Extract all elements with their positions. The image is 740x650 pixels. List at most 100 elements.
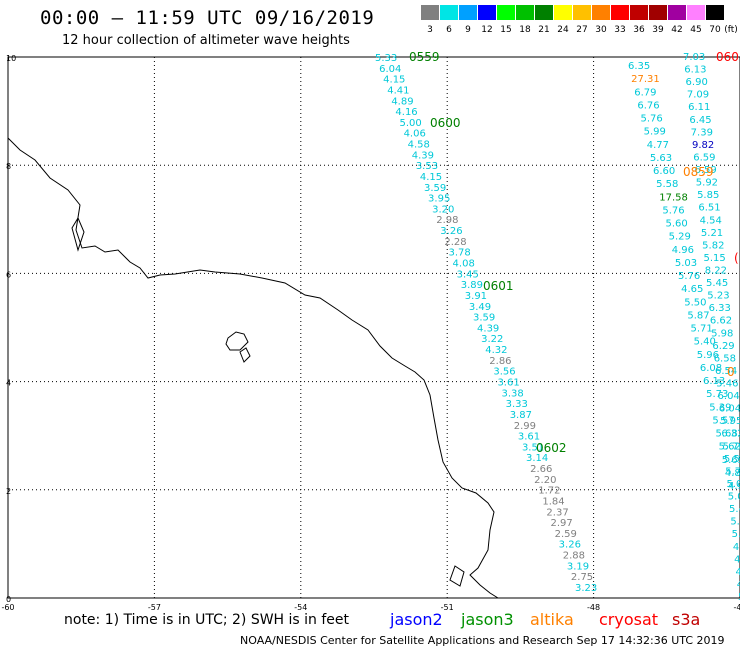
swh-value-track-c: 6.04	[719, 404, 740, 415]
river-mouth-outline	[71, 216, 85, 252]
swh-value-track-c: 7.09	[687, 90, 709, 101]
swh-value-track-c: 6.32	[721, 429, 740, 440]
x-tick-label: -48	[587, 603, 600, 612]
time-label-track-c: 060	[716, 50, 739, 64]
swh-value-track-a: 3.45	[457, 269, 479, 280]
swh-value-track-a: 3.19	[567, 561, 589, 572]
scale-label: 36	[633, 25, 645, 35]
swh-value-track-c: 5.85	[697, 190, 719, 201]
swh-value-track-a: 5.33	[375, 53, 397, 64]
swh-value-track-a: 4.89	[391, 96, 413, 107]
swh-value-track-c: 5.21	[701, 228, 723, 239]
swh-value-track-a: 3.38	[502, 388, 524, 399]
scale-label: 27	[576, 25, 588, 35]
map-subtitle: 12 hour collection of altimeter wave hei…	[62, 33, 350, 48]
swh-value-track-a: 2.59	[555, 529, 577, 540]
scale-label: 24	[557, 25, 569, 35]
swh-value-track-b: 5.87	[687, 310, 709, 321]
swh-value-track-c: 6.90	[686, 77, 708, 88]
swh-value-track-b: 4.90	[728, 481, 740, 492]
swh-value-track-c: 8.22	[705, 265, 727, 276]
swh-value-track-c: 6.04	[718, 391, 740, 402]
swh-value-track-c: 6.11	[688, 102, 710, 113]
scale-label: 42	[671, 25, 683, 35]
swh-value-track-c: 5.20	[732, 529, 740, 540]
swh-value-track-b: 5.76	[678, 271, 700, 282]
swh-value-track-a: 3.14	[526, 453, 548, 464]
swh-value-track-a: 3.59	[473, 313, 495, 324]
swh-value-track-c: 5.45	[706, 278, 728, 289]
swh-value-track-b: 6.79	[634, 87, 656, 98]
scale-label: 70	[709, 25, 721, 35]
swh-value-track-a: 4.16	[395, 107, 417, 118]
swh-value-track-b: 5.68	[716, 429, 738, 440]
scale-swatch	[706, 5, 724, 20]
swh-value-track-c: 5.82	[702, 240, 724, 251]
swh-value-track-a: 2.66	[530, 464, 552, 475]
scale-swatch	[535, 5, 553, 20]
swh-value-track-c: 5	[738, 592, 740, 603]
y-tick-label: 2	[6, 487, 11, 496]
scale-label: 3	[427, 25, 433, 35]
swh-value-track-b: 5.50	[684, 297, 706, 308]
swh-value-track-b: 4.65	[681, 284, 703, 295]
time-label-track-b: 0859	[683, 165, 714, 179]
swh-value-track-a: 4.39	[412, 150, 434, 161]
swh-value-track-c: 4.6	[733, 542, 740, 553]
swh-value-track-c: 5.95	[720, 416, 740, 427]
scale-swatch	[630, 5, 648, 20]
swh-value-track-a: 5.00	[399, 118, 421, 129]
swh-value-track-c: 4.8	[737, 579, 740, 590]
swh-value-track-b: 4.96	[672, 245, 694, 256]
edge-label: 0	[727, 365, 735, 379]
x-tick-label: -60	[1, 603, 14, 612]
swh-value-track-c: 5.10	[730, 517, 740, 528]
swh-value-track-b: 5.60	[666, 219, 688, 230]
swh-value-track-b: 5.99	[644, 127, 666, 138]
swh-value-track-c: 6.59	[693, 152, 715, 163]
sat-legend-jason3: jason3	[461, 610, 514, 629]
swh-value-track-b: 5.96	[697, 350, 719, 361]
scale-swatch	[611, 5, 629, 20]
swh-value-track-c: 4.54	[700, 215, 722, 226]
island-outline	[239, 347, 251, 363]
swh-value-track-a: 3.51	[522, 442, 544, 453]
swh-value-track-a: 2.88	[563, 551, 585, 562]
swh-value-track-a: 3.59	[424, 183, 446, 194]
swh-value-track-a: 4.15	[383, 75, 405, 86]
swh-value-track-c: 6.33	[709, 303, 731, 314]
y-tick-label: 10	[6, 54, 16, 63]
scale-label: 30	[595, 25, 607, 35]
swh-value-track-a: 1.84	[542, 496, 564, 507]
swh-value-track-c: 5.09	[728, 492, 740, 503]
swh-value-track-c: 6.45	[689, 115, 711, 126]
swh-value-track-c: 5.46	[716, 379, 738, 390]
x-tick-label: -54	[294, 603, 307, 612]
swh-value-track-a: 1.72	[538, 486, 560, 497]
scale-swatch	[516, 5, 534, 20]
island-outline	[449, 565, 465, 587]
scale-swatch	[573, 5, 591, 20]
y-tick-label: 0	[6, 595, 11, 604]
swh-value-track-c: 6.51	[698, 203, 720, 214]
swh-value-track-c: 6.59	[695, 165, 717, 176]
swh-value-track-a: 3.53	[416, 161, 438, 172]
swh-value-track-b: 6.13	[703, 376, 725, 387]
swh-value-track-a: 3.26	[559, 540, 581, 551]
y-tick-label: 6	[6, 270, 11, 279]
swh-value-track-b: 17.58	[659, 192, 688, 203]
sat-legend-altika: altika	[530, 610, 574, 629]
swh-value-track-a: 3.87	[510, 410, 532, 421]
map-frame	[7, 56, 740, 599]
swh-value-track-c: 7.39	[691, 127, 713, 138]
scale-label: 6	[446, 25, 452, 35]
scale-swatch	[440, 5, 458, 20]
swh-value-track-c: 5.92	[696, 178, 718, 189]
scale-label: 12	[481, 25, 493, 35]
swh-value-track-b: 5.76	[662, 205, 684, 216]
swh-value-track-b: 4.87	[725, 468, 740, 479]
swh-value-track-c: 6.29	[712, 341, 734, 352]
swh-value-track-a: 3.26	[440, 226, 462, 237]
swh-value-track-a: 3.56	[493, 367, 515, 378]
swh-value-track-a: 2.37	[546, 507, 568, 518]
